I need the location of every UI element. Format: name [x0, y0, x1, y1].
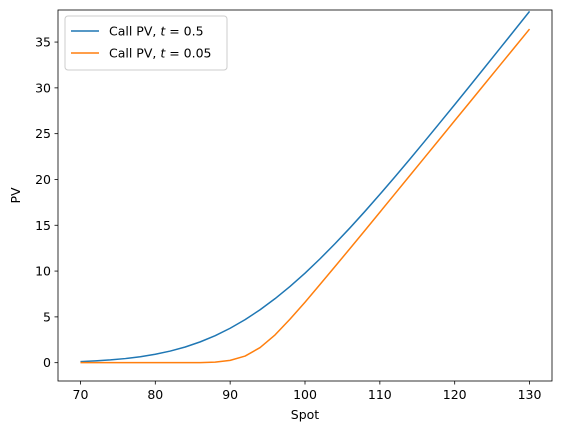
x-tick-label: 130: [518, 387, 542, 402]
y-tick-label: 5: [43, 309, 51, 324]
series-line-2: [80, 28, 531, 364]
y-tick-label: 15: [35, 218, 51, 233]
y-tick-label: 10: [35, 264, 51, 279]
x-tick-label: 110: [368, 387, 392, 402]
series-line-1: [80, 10, 531, 363]
y-tick-label: 30: [35, 80, 51, 95]
x-axis: 70 80 90 100 110 120 130: [73, 381, 542, 402]
y-axis: 0 5 10 15 20 25 30 35: [35, 35, 58, 370]
legend-label: Call PV, t = 0.05: [109, 46, 212, 61]
y-tick-label: 0: [43, 355, 51, 370]
x-tick-label: 80: [147, 387, 163, 402]
x-tick-label: 90: [222, 387, 238, 402]
y-tick-label: 20: [35, 172, 51, 187]
legend-label: Call PV, t = 0.5: [109, 24, 204, 39]
y-axis-label: PV: [8, 187, 23, 204]
legend: Call PV, t = 0.5 Call PV, t = 0.05: [64, 15, 228, 71]
legend-box: [64, 15, 228, 71]
x-tick-label: 70: [73, 387, 89, 402]
x-axis-label: Spot: [291, 407, 320, 422]
y-tick-label: 35: [35, 35, 51, 50]
series-layer: [80, 10, 531, 364]
x-tick-label: 120: [443, 387, 467, 402]
y-tick-label: 25: [35, 126, 51, 141]
x-tick-label: 100: [293, 387, 317, 402]
